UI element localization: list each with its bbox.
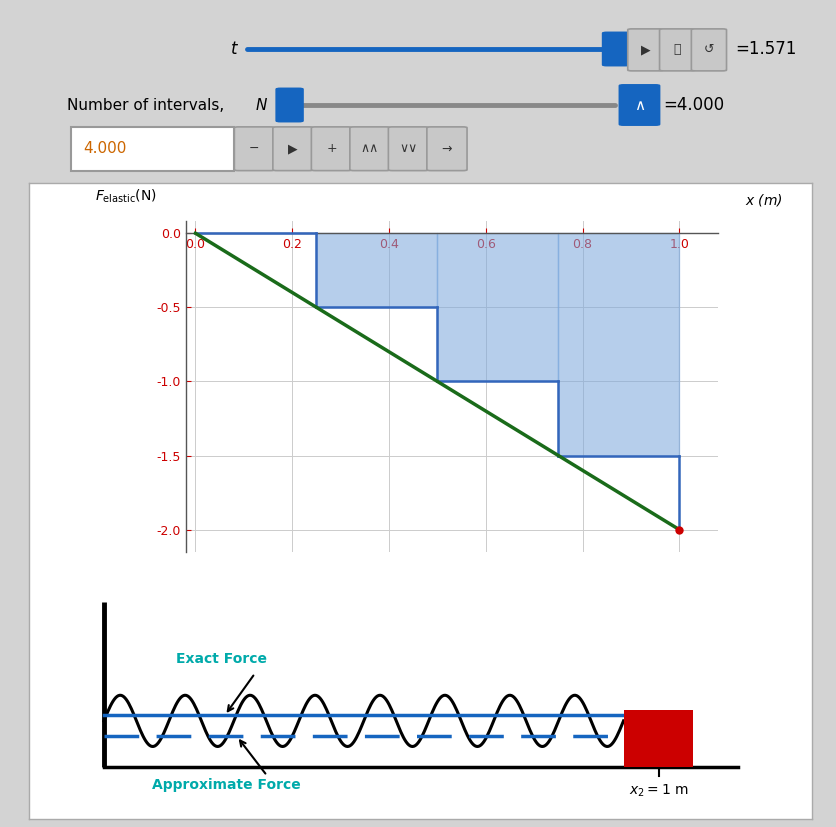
FancyBboxPatch shape [691,29,726,71]
FancyBboxPatch shape [426,127,466,170]
Text: ⏸: ⏸ [673,43,680,56]
FancyBboxPatch shape [619,85,659,125]
FancyBboxPatch shape [659,29,694,71]
Text: ▶: ▶ [288,142,298,155]
Text: $x$ (m): $x$ (m) [744,192,782,208]
Text: Number of intervals,: Number of intervals, [67,98,229,112]
Text: $F_\mathrm{elastic}$(N): $F_\mathrm{elastic}$(N) [95,188,157,205]
Text: =1.571: =1.571 [734,40,795,58]
Text: +: + [326,142,336,155]
Text: ∧: ∧ [633,98,645,112]
FancyBboxPatch shape [234,127,274,170]
FancyBboxPatch shape [273,127,313,170]
Text: Exact Force: Exact Force [176,652,268,666]
Text: −: − [249,142,259,155]
FancyBboxPatch shape [311,127,351,170]
Bar [623,710,692,767]
Text: $x_2 = 1$ m: $x_2 = 1$ m [628,783,687,800]
FancyBboxPatch shape [388,127,428,170]
FancyBboxPatch shape [71,127,234,170]
Text: ∨∨: ∨∨ [399,142,417,155]
Text: $N$: $N$ [255,97,268,113]
Text: Approximate Force: Approximate Force [152,778,301,792]
Text: ∧∧: ∧∧ [360,142,379,155]
Text: →: → [441,142,451,155]
Text: =4.000: =4.000 [663,96,724,114]
FancyBboxPatch shape [349,127,390,170]
FancyBboxPatch shape [627,29,662,71]
Text: 4.000: 4.000 [84,141,127,156]
FancyBboxPatch shape [276,88,303,122]
FancyBboxPatch shape [602,32,629,65]
Text: $t$: $t$ [229,40,238,58]
Text: ▶: ▶ [640,43,650,56]
Text: ↺: ↺ [703,43,713,56]
